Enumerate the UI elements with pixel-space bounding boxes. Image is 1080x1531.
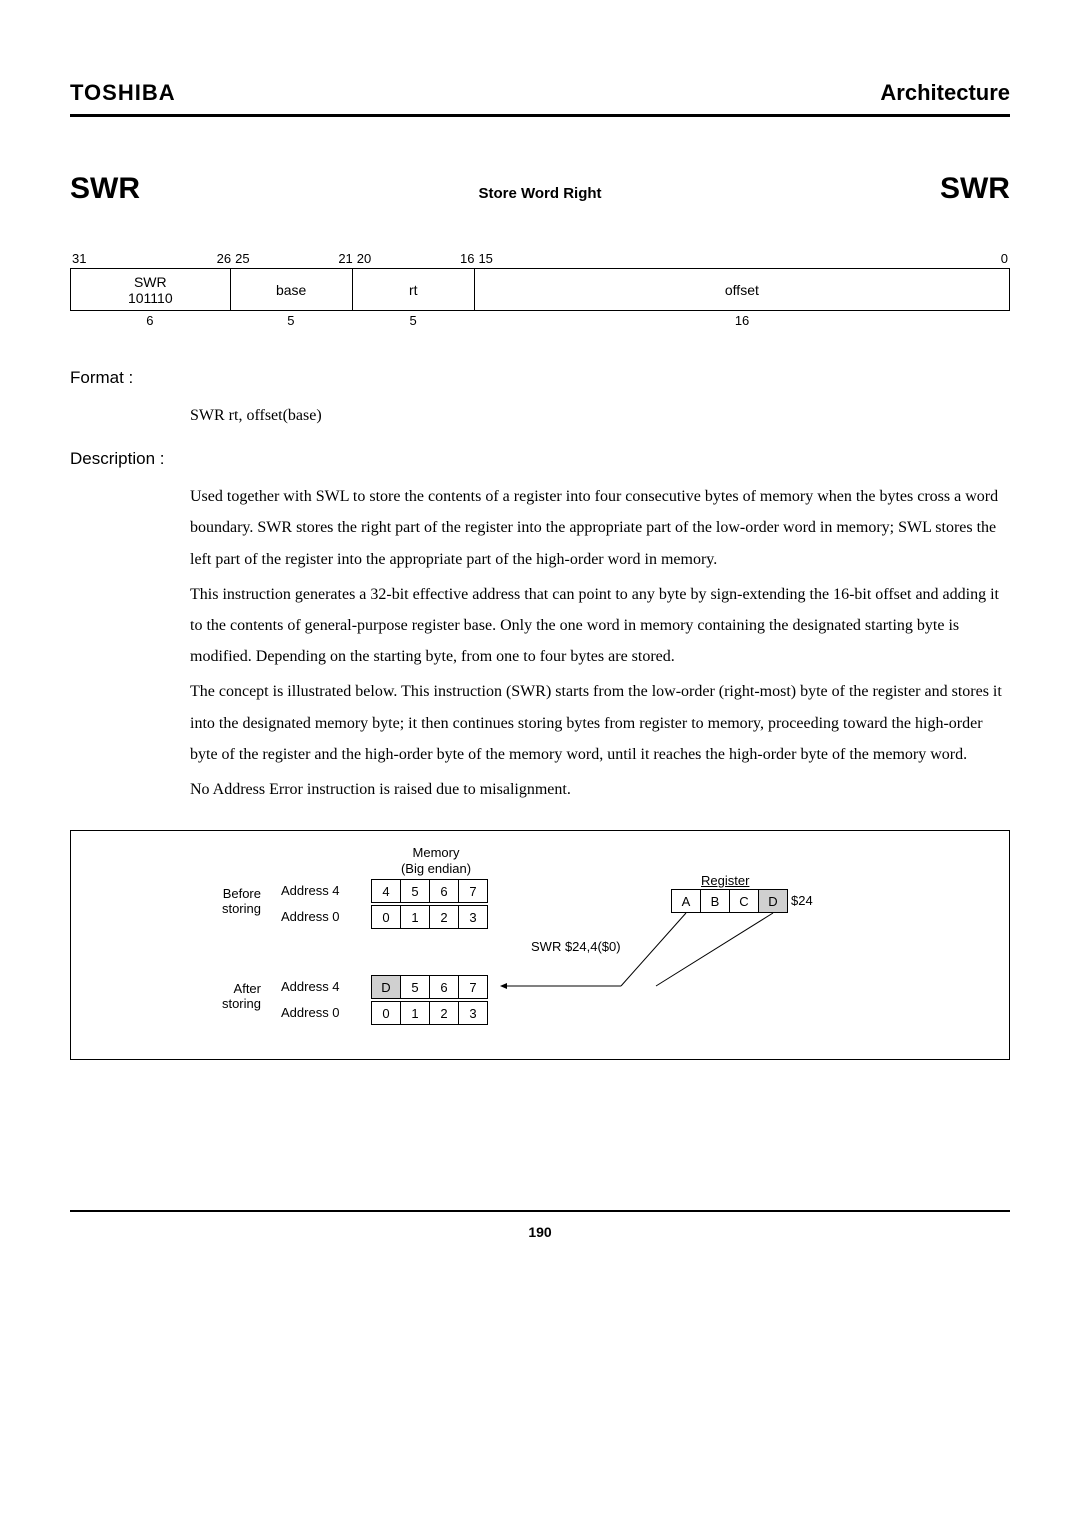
memory-title: Memory	[366, 845, 506, 860]
byte-cell: 0	[371, 905, 401, 929]
byte-cell: 5	[400, 879, 430, 903]
encoding-block: 31 26 25 21 20 16 15 0 SWR 101110 base r…	[70, 251, 1010, 328]
enc-field-rt: rt	[352, 269, 474, 311]
page-number: 190	[528, 1224, 551, 1240]
page-header: TOSHIBA Architecture	[70, 80, 1010, 117]
description-para: The concept is illustrated below. This i…	[190, 676, 1010, 770]
bit-pos: 16	[372, 251, 475, 266]
after-row4: D 5 6 7	[371, 975, 488, 999]
after-row0: 0 1 2 3	[371, 1001, 488, 1025]
bit-position-row: 31 26 25 21 20 16 15 0	[70, 251, 1010, 266]
byte-cell: 1	[400, 905, 430, 929]
reg-cell: C	[729, 889, 759, 913]
byte-cell: 7	[458, 975, 488, 999]
format-body: SWR rt, offset(base)	[190, 400, 1010, 431]
register-row: A B C D	[671, 889, 788, 913]
illustration-diagram: Memory (Big endian) Before storing Addre…	[70, 830, 1010, 1060]
addr0-label-after: Address 0	[281, 1005, 340, 1020]
bit-pos: 21	[250, 251, 353, 266]
addr4-label-after: Address 4	[281, 979, 340, 994]
mnemonic-right: SWR	[940, 172, 1010, 206]
register-title: Register	[701, 873, 749, 888]
byte-cell: 2	[429, 905, 459, 929]
byte-cell: 4	[371, 879, 401, 903]
before-row4: 4 5 6 7	[371, 879, 488, 903]
enc-field-offset: offset	[474, 269, 1009, 311]
byte-cell: 3	[458, 1001, 488, 1025]
instruction-title-row: SWR Store Word Right SWR	[70, 172, 1010, 206]
field-width: 6	[70, 313, 230, 328]
reg-cell: A	[671, 889, 701, 913]
byte-cell: 6	[429, 879, 459, 903]
before-label-text: Before storing	[201, 886, 261, 916]
enc-field-opcode: SWR 101110	[71, 269, 231, 311]
byte-cell: 2	[429, 1001, 459, 1025]
description-label: Description :	[70, 449, 1010, 469]
after-label-text: After storing	[201, 981, 261, 1011]
byte-cell: D	[371, 975, 401, 999]
bit-pos: 0	[493, 251, 1008, 266]
mnemonic-left: SWR	[70, 172, 140, 206]
brand-name: TOSHIBA	[70, 80, 176, 106]
format-label: Format :	[70, 368, 1010, 388]
description-para: Used together with SWL to store the cont…	[190, 481, 1010, 575]
byte-cell: 6	[429, 975, 459, 999]
instruction-full-name: Store Word Right	[478, 185, 601, 202]
format-text: SWR rt, offset(base)	[190, 400, 1010, 431]
field-width: 5	[230, 313, 352, 328]
addr4-label: Address 4	[281, 883, 340, 898]
enc-field-label: SWR	[71, 274, 230, 290]
enc-field-base: base	[230, 269, 352, 311]
byte-cell: 5	[400, 975, 430, 999]
before-row0: 0 1 2 3	[371, 905, 488, 929]
bit-pos: 20	[353, 251, 372, 266]
memory-subtitle: (Big endian)	[366, 861, 506, 876]
before-label: Before storing	[201, 886, 261, 916]
section-name: Architecture	[880, 80, 1010, 106]
reg-cell: B	[700, 889, 730, 913]
field-width: 16	[474, 313, 1010, 328]
description-para: This instruction generates a 32-bit effe…	[190, 579, 1010, 673]
register-name: $24	[791, 893, 813, 908]
reg-cell: D	[758, 889, 788, 913]
encoding-table: SWR 101110 base rt offset	[70, 268, 1010, 311]
after-label: After storing	[201, 981, 261, 1011]
bit-pos: 25	[231, 251, 250, 266]
enc-field-binary: 101110	[71, 290, 230, 306]
arrow-svg	[491, 911, 791, 1006]
field-widths-row: 6 5 5 16	[70, 313, 1010, 328]
description-body: Used together with SWL to store the cont…	[190, 481, 1010, 805]
byte-cell: 7	[458, 879, 488, 903]
byte-cell: 3	[458, 905, 488, 929]
addr0-label: Address 0	[281, 909, 340, 924]
description-para: No Address Error instruction is raised d…	[190, 774, 1010, 805]
field-width: 5	[352, 313, 474, 328]
bit-pos: 31	[72, 251, 109, 266]
byte-cell: 1	[400, 1001, 430, 1025]
byte-cell: 0	[371, 1001, 401, 1025]
page-footer: 190	[70, 1210, 1010, 1240]
bit-pos: 26	[109, 251, 231, 266]
bit-pos: 15	[474, 251, 493, 266]
